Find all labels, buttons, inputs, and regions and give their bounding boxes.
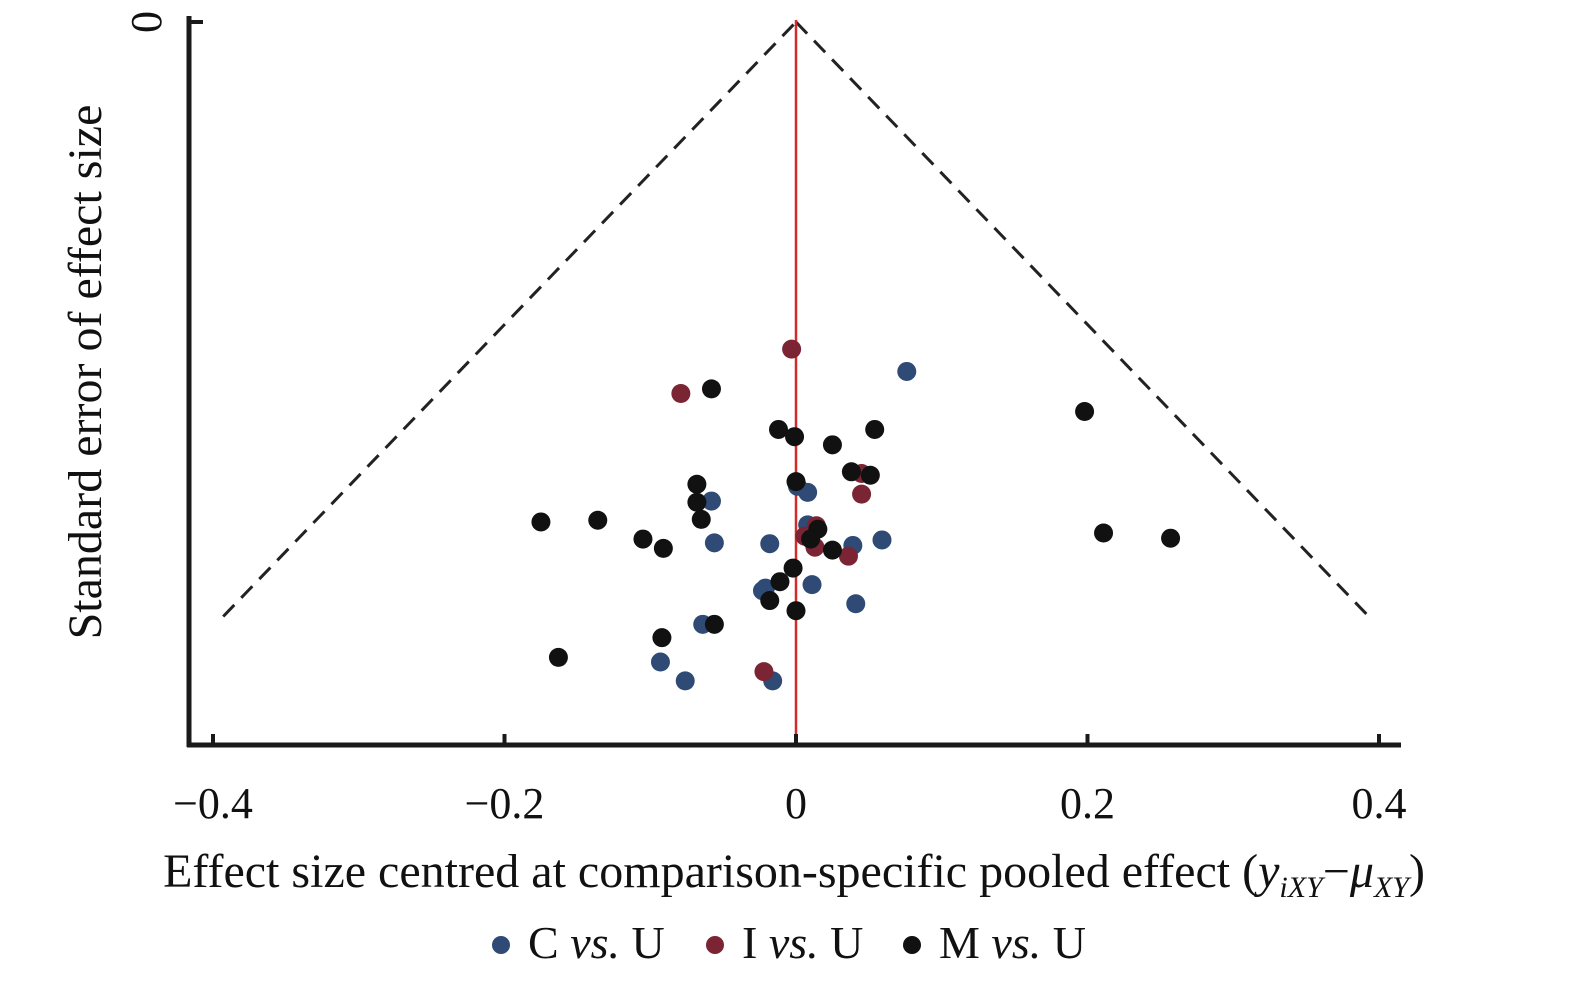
- data-point-m-vs-u-19: [801, 529, 821, 549]
- data-point-m-vs-u-23: [760, 591, 780, 611]
- legend-marker-m-vs-u: [903, 936, 921, 954]
- data-points-layer: [531, 339, 1181, 691]
- x-axis-title-mu: μ: [1349, 845, 1374, 898]
- x-tick-label-4: 0.4: [1352, 779, 1407, 828]
- data-point-c-vs-u-5: [704, 533, 724, 553]
- data-point-m-vs-u-27: [548, 647, 568, 667]
- data-point-c-vs-u-14: [650, 652, 670, 672]
- funnel-layer: [222, 20, 1370, 618]
- data-point-m-vs-u-17: [1161, 528, 1181, 548]
- data-point-m-vs-u-6: [841, 462, 861, 482]
- legend-marker-i-vs-u: [706, 936, 724, 954]
- data-point-m-vs-u-4: [785, 427, 805, 447]
- data-point-c-vs-u-1: [701, 491, 721, 511]
- legend-label-c-vs-u: C vs. U: [528, 917, 665, 968]
- data-point-m-vs-u-14: [633, 529, 653, 549]
- data-point-i-vs-u-8: [754, 662, 774, 682]
- legend-label-i-vs-u: I vs. U: [742, 917, 863, 968]
- data-point-i-vs-u-0: [782, 339, 802, 359]
- x-tick-label-2: 0: [785, 779, 807, 828]
- data-point-i-vs-u-3: [852, 484, 872, 504]
- data-point-c-vs-u-9: [802, 575, 822, 595]
- data-point-m-vs-u-24: [786, 601, 806, 621]
- x-tick-label-1: −0.2: [465, 779, 545, 828]
- data-point-i-vs-u-7: [838, 546, 858, 566]
- legend-label-m-vs-u: M vs. U: [939, 917, 1086, 968]
- axes-layer: [186, 16, 1401, 748]
- legend-label-m-vs: vs.: [991, 917, 1041, 968]
- data-point-c-vs-u-12: [846, 594, 866, 614]
- x-tick-label-3: 0.2: [1060, 779, 1115, 828]
- funnel-left-line: [222, 20, 798, 618]
- data-point-m-vs-u-0: [701, 379, 721, 399]
- data-point-m-vs-u-5: [822, 435, 842, 455]
- legend-label-i-vs: vs.: [769, 917, 819, 968]
- data-point-c-vs-u-0: [897, 361, 917, 381]
- x-axis-title-suffix: ): [1409, 845, 1425, 898]
- legend: C vs. U I vs. U M vs. U: [492, 917, 1086, 968]
- x-axis-title-y-subscript: iXY: [1279, 871, 1326, 904]
- x-axis-title-y: y: [1253, 845, 1280, 898]
- data-point-m-vs-u-25: [704, 614, 724, 634]
- legend-label-c: C: [528, 917, 559, 968]
- data-point-m-vs-u-2: [769, 419, 789, 439]
- data-point-m-vs-u-7: [860, 465, 880, 485]
- legend-label-m: M: [939, 917, 980, 968]
- x-axis-title-mu-subscript: XY: [1373, 871, 1412, 904]
- data-point-m-vs-u-10: [687, 492, 707, 512]
- legend-label-i: I: [742, 917, 757, 968]
- data-point-c-vs-u-6: [760, 534, 780, 554]
- x-axis-title-minus: −: [1323, 845, 1350, 898]
- data-point-m-vs-u-21: [783, 558, 803, 578]
- data-point-m-vs-u-13: [588, 510, 608, 530]
- tick-labels-layer: −0.4 −0.2 0 0.2 0.4 0: [122, 11, 1407, 828]
- legend-label-i-u: U: [830, 917, 863, 968]
- legend-label-m-u: U: [1053, 917, 1086, 968]
- data-point-m-vs-u-3: [865, 419, 885, 439]
- data-point-m-vs-u-9: [687, 474, 707, 494]
- legend-label-c-vs: vs.: [570, 917, 620, 968]
- y-tick-label-0: 0: [122, 11, 171, 33]
- funnel-right-line: [794, 20, 1370, 618]
- legend-label-c-u: U: [632, 917, 665, 968]
- y-axis-title: Standard error of effect size: [59, 105, 112, 640]
- x-tick-label-0: −0.4: [173, 779, 253, 828]
- data-point-m-vs-u-16: [1094, 523, 1114, 543]
- data-point-m-vs-u-1: [1075, 401, 1095, 421]
- data-point-c-vs-u-4: [872, 530, 892, 550]
- legend-marker-c-vs-u: [492, 936, 510, 954]
- data-point-m-vs-u-26: [652, 628, 672, 648]
- data-point-m-vs-u-12: [531, 512, 551, 532]
- data-point-i-vs-u-1: [671, 383, 691, 403]
- data-point-c-vs-u-15: [675, 671, 695, 691]
- data-point-m-vs-u-22: [770, 572, 790, 592]
- x-axis-title-prefix: Effect size centred at comparison-specif…: [163, 845, 1258, 898]
- data-point-m-vs-u-15: [653, 538, 673, 558]
- data-point-m-vs-u-20: [822, 540, 842, 560]
- data-point-m-vs-u-11: [691, 509, 711, 529]
- x-axis-title: Effect size centred at comparison-specif…: [163, 845, 1425, 904]
- data-point-m-vs-u-8: [786, 472, 806, 492]
